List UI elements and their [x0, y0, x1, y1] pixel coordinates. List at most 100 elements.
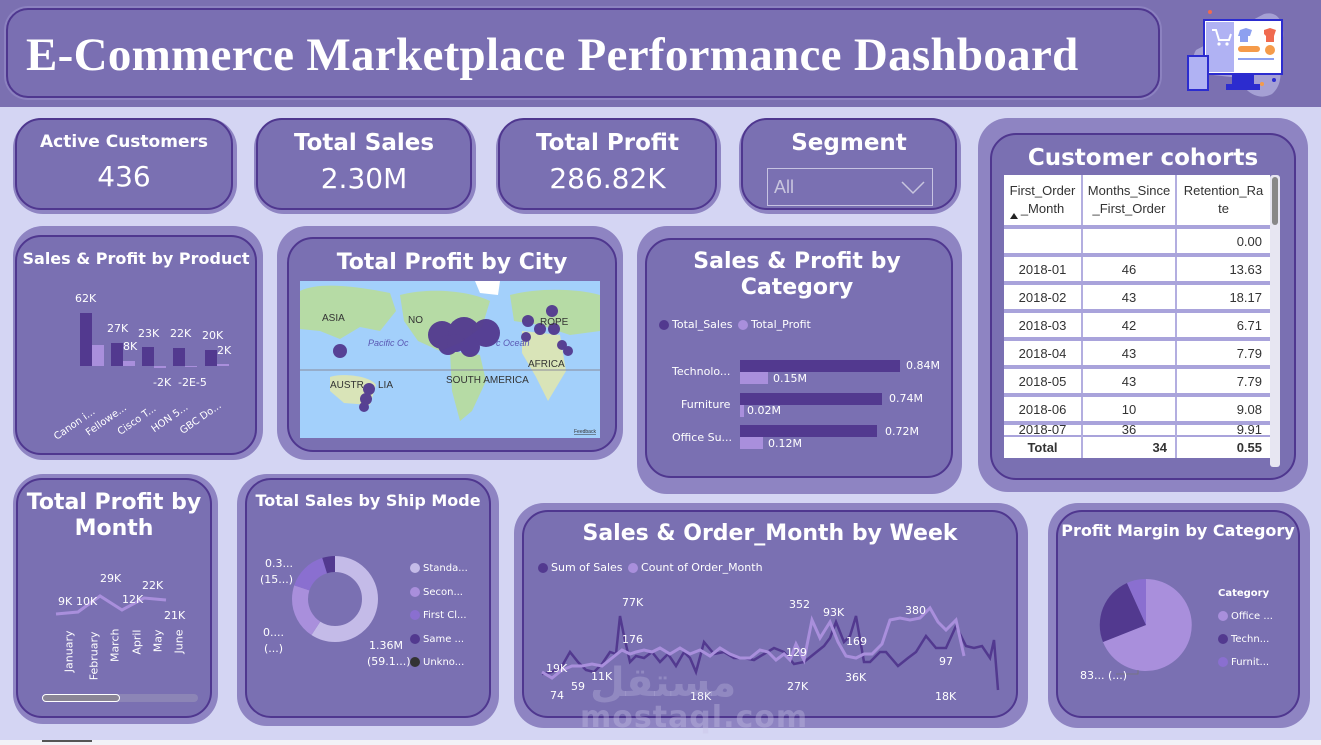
- bar-label: 2K: [217, 344, 232, 357]
- cell-rate: 9.91: [1176, 421, 1270, 436]
- total-rate: 0.55: [1176, 435, 1270, 458]
- svg-text:LIA: LIA: [378, 380, 393, 391]
- table-row[interactable]: 2018-06 10 9.08: [1004, 393, 1270, 423]
- legend-item[interactable]: Same ...: [410, 628, 468, 652]
- profit-by-city-map[interactable]: ASIA NO ROPE Pacific Oc c Ocean AFRICA S…: [300, 281, 600, 438]
- kpi-label: Total Profit: [536, 130, 679, 156]
- total-months-since: 34: [1082, 435, 1177, 458]
- legend-dot-icon: [410, 633, 420, 644]
- legend-dot-icon: [410, 610, 420, 620]
- slice-label: (59.1...): [367, 655, 411, 668]
- cell-month: 2018-02: [1004, 281, 1083, 311]
- profit-margin-pie-chart[interactable]: [1058, 512, 1302, 720]
- slice-label: 0.3...: [265, 557, 293, 570]
- point-label: 10K: [76, 595, 98, 608]
- table-row[interactable]: 2018-03 42 6.71: [1004, 309, 1270, 339]
- legend-item[interactable]: Furnit...: [1218, 651, 1273, 674]
- table-row[interactable]: 2018-04 43 7.79: [1004, 337, 1270, 367]
- margin-chart-title: Profit Margin by Category: [1061, 521, 1295, 540]
- kpi-value: 2.30M: [320, 162, 408, 195]
- total-label: Total: [1004, 435, 1083, 458]
- legend-item[interactable]: Techn...: [1218, 628, 1273, 651]
- cell-months-since: 43: [1082, 281, 1177, 311]
- table-row[interactable]: 0.00: [1004, 225, 1270, 255]
- segment-dropdown[interactable]: All: [767, 168, 933, 206]
- column-header-retention-rate[interactable]: Retention_Ra te: [1183, 182, 1264, 216]
- bar-label: 0.84M: [906, 359, 940, 372]
- product-chart-card: Sales & Profit by Product 62K 27K 8K 23K…: [15, 235, 257, 455]
- legend-item[interactable]: First Cl...: [410, 604, 468, 628]
- slice-label: 83... (...): [1080, 669, 1128, 682]
- x-axis-label: February: [87, 631, 101, 681]
- bar-label: 8K: [123, 340, 138, 353]
- ship-mode-title: Total Sales by Ship Mode: [255, 491, 481, 510]
- total-profit-card: Total Profit 286.82K: [498, 118, 717, 210]
- legend-dot-icon: [737, 320, 748, 330]
- svg-text:c Ocean: c Ocean: [496, 338, 530, 348]
- chevron-down-icon[interactable]: [900, 175, 926, 199]
- slice-label: (...): [264, 642, 284, 655]
- ecommerce-monitor-logo-icon: [1187, 10, 1284, 97]
- point-label: 22K: [142, 579, 164, 592]
- title-box: E-Commerce Marketplace Performance Dashb…: [6, 8, 1160, 98]
- column-header-first-order-month[interactable]: First_Order _Month: [1004, 175, 1083, 227]
- scrollbar-thumb[interactable]: [1272, 177, 1278, 225]
- weekly-chart-legend: Sum of Sales Count of Order_Month: [538, 561, 763, 574]
- table-row-partial[interactable]: 2018-07 36 9.91: [1004, 421, 1270, 436]
- page-tab-strip: [0, 740, 1321, 745]
- table-row[interactable]: 2018-05 43 7.79: [1004, 365, 1270, 395]
- point-label: 18K: [690, 690, 712, 703]
- ship-mode-legend: Standa... Secon... First Cl... Same ... …: [410, 557, 468, 675]
- legend-item[interactable]: Secon...: [410, 581, 468, 605]
- point-label: 59: [571, 680, 585, 693]
- legend-dot-icon: [1218, 657, 1228, 667]
- scrollbar-thumb[interactable]: [42, 694, 120, 702]
- bar-label: 0.74M: [889, 392, 923, 405]
- weekly-chart-title: Sales & Order_Month by Week: [582, 521, 958, 546]
- page-tab[interactable]: [42, 740, 92, 742]
- column-header-months-since-first-order[interactable]: Months_Since _First_Order: [1082, 175, 1177, 227]
- category-chart-legend: Total_Sales Total_Profit: [659, 318, 811, 331]
- cell-month: 2018-01: [1004, 253, 1083, 283]
- table-scrollbar[interactable]: [1270, 175, 1280, 467]
- legend-item[interactable]: Office ...: [1218, 605, 1273, 628]
- weekly-line-chart[interactable]: [524, 512, 1020, 720]
- point-label: 129: [786, 646, 807, 659]
- category-bar-chart[interactable]: [647, 240, 955, 480]
- point-label: 169: [846, 635, 867, 648]
- x-axis-label: April: [130, 629, 144, 655]
- svg-text:ROPE: ROPE: [540, 317, 569, 328]
- margin-card: Profit Margin by Category 83... (...) Ca…: [1056, 510, 1300, 718]
- point-label: 9K: [58, 595, 73, 608]
- x-axis-label: March: [108, 628, 122, 663]
- legend-dot-icon: [1218, 634, 1228, 644]
- legend-item[interactable]: Unkno...: [410, 651, 468, 675]
- ship-mode-donut-chart[interactable]: [247, 480, 493, 720]
- y-axis-label: Technolo...: [672, 365, 731, 378]
- bar-label: 0.12M: [768, 437, 802, 450]
- kpi-value: 286.82K: [549, 162, 666, 195]
- kpi-label: Total Sales: [293, 130, 435, 156]
- table-row[interactable]: 2018-02 43 18.17: [1004, 281, 1270, 311]
- segment-selected-value: All: [774, 177, 795, 197]
- product-bar-chart[interactable]: [17, 237, 259, 457]
- horizontal-scrollbar[interactable]: [42, 694, 198, 702]
- svg-text:NO: NO: [408, 315, 423, 326]
- weekly-chart-card: Sales & Order_Month by Week Sum of Sales…: [522, 510, 1018, 718]
- point-label: 352: [789, 598, 810, 611]
- svg-text:AUSTR: AUSTR: [330, 380, 364, 391]
- svg-text:AFRICA: AFRICA: [528, 359, 565, 370]
- cohorts-card: Customer cohorts First_Order _Month Mont…: [990, 133, 1296, 480]
- profit-by-month-line-chart[interactable]: [18, 480, 214, 720]
- point-label: 18K: [935, 690, 957, 703]
- legend-item[interactable]: Standa...: [410, 557, 468, 581]
- bar-label: 20K: [202, 329, 224, 342]
- table-row[interactable]: 2018-01 46 13.63: [1004, 253, 1270, 283]
- cell-months-since: 46: [1082, 253, 1177, 283]
- point-label: 93K: [823, 606, 845, 619]
- cell-rate: 6.71: [1176, 309, 1270, 339]
- map-title: Total Profit by City: [336, 250, 568, 275]
- cell-rate: 18.17: [1176, 281, 1270, 311]
- total-sales-card: Total Sales 2.30M: [256, 118, 472, 210]
- category-chart-card: Sales & Profit by Category Total_Sales T…: [645, 238, 953, 478]
